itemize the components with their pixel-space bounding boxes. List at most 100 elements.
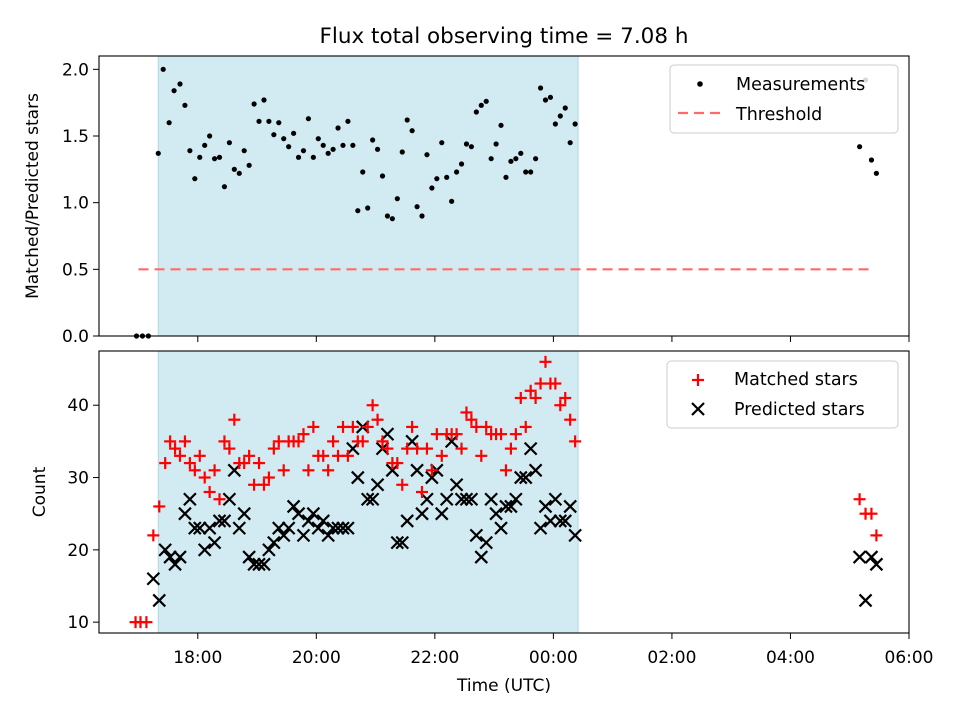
matched-star-point xyxy=(228,413,241,426)
measurement-point xyxy=(513,156,519,162)
predicted-star-point xyxy=(370,477,385,492)
bottom-x-tick-label: 22:00 xyxy=(410,648,459,668)
predicted-star-point xyxy=(336,521,350,535)
matched-star-point xyxy=(870,529,883,542)
matched-star-point xyxy=(203,486,216,498)
matched-star-point xyxy=(396,478,409,491)
predicted-star-point xyxy=(242,550,256,564)
measurement-point xyxy=(508,158,514,164)
top-y-tick-label: 2.0 xyxy=(62,60,89,80)
measurement-point xyxy=(171,88,177,94)
predicted-star-point xyxy=(869,557,884,572)
legend-predicted-label: Predicted stars xyxy=(734,400,865,420)
measurement-point xyxy=(340,142,346,148)
measurement-point xyxy=(868,157,875,163)
measurement-point xyxy=(192,176,198,182)
matched-star-point xyxy=(262,471,275,484)
bottom-y-tick-label: 40 xyxy=(67,396,89,416)
legend-matched-label: Matched stars xyxy=(734,370,858,390)
measurement-point xyxy=(458,161,465,167)
measurement-point xyxy=(216,154,223,160)
legend-predicted-marker xyxy=(691,402,705,416)
top-y-axis-label: Matched/Predicted stars xyxy=(23,93,43,299)
matched-star-point xyxy=(391,457,404,470)
measurement-point xyxy=(873,170,880,176)
matched-star-point xyxy=(193,449,206,462)
predicted-star-point xyxy=(415,506,429,521)
predicted-star-point xyxy=(494,521,508,535)
matched-star-point xyxy=(549,377,562,390)
measurement-point xyxy=(231,166,237,172)
predicted-star-point xyxy=(425,470,439,485)
predicted-star-point xyxy=(272,521,286,535)
predicted-star-point xyxy=(400,514,414,528)
matched-star-point xyxy=(465,413,478,426)
matched-star-point xyxy=(218,435,231,448)
matched-star-point xyxy=(865,507,878,520)
predicted-star-point xyxy=(523,441,538,456)
matched-star-point xyxy=(292,435,305,448)
matched-star-point xyxy=(253,457,266,470)
predicted-star-point xyxy=(518,470,533,485)
measurement-point xyxy=(335,125,341,131)
predicted-star-point xyxy=(360,492,375,507)
measurement-point xyxy=(533,156,539,162)
predicted-star-point xyxy=(484,492,498,507)
matched-star-point xyxy=(480,420,493,433)
predicted-star-point xyxy=(188,521,202,535)
bottom-x-ticks: 18:00 20:00 22:00 00:00 02:00 04:00 06:00 xyxy=(173,633,934,668)
matched-star-point xyxy=(183,457,196,470)
predicted-star-point xyxy=(331,521,345,535)
predicted-star-point xyxy=(469,528,484,543)
measurement-point xyxy=(251,101,257,107)
predicted-star-point xyxy=(197,543,212,557)
predicted-star-point xyxy=(365,492,380,507)
predicted-star-point xyxy=(247,557,261,572)
measurement-point xyxy=(345,118,351,124)
top-y-tick-label: 1.5 xyxy=(62,127,89,147)
measurement-point xyxy=(221,184,228,190)
top-y-tick-label: 0.5 xyxy=(62,260,89,280)
predicted-star-point xyxy=(852,550,867,564)
matched-star-point xyxy=(569,435,582,448)
measurement-point xyxy=(379,173,386,179)
predicted-star-point xyxy=(262,543,276,557)
predicted-star-point xyxy=(548,492,563,507)
predicted-star-point xyxy=(499,499,513,514)
measurement-point xyxy=(552,121,558,127)
predicted-star-point xyxy=(504,499,518,514)
measurement-point xyxy=(542,97,549,103)
measurement-point xyxy=(557,113,563,119)
measurement-point xyxy=(246,162,252,168)
measurement-point xyxy=(155,150,161,156)
matched-star-point xyxy=(307,420,320,433)
bottom-legend: Matched stars Predicted stars xyxy=(666,360,899,429)
top-x-ticks xyxy=(197,336,910,342)
measurement-point xyxy=(374,146,381,152)
measurement-point xyxy=(276,120,282,126)
measurement-point xyxy=(305,116,312,122)
matched-star-point xyxy=(238,457,251,470)
predicted-star-point xyxy=(163,550,177,564)
measurement-point xyxy=(473,109,479,115)
measurement-point xyxy=(271,132,277,138)
predicted-star-point xyxy=(395,535,410,550)
top-legend-box xyxy=(669,64,899,134)
predicted-star-point xyxy=(257,557,271,572)
matched-star-point xyxy=(346,420,359,433)
measurement-point xyxy=(236,170,242,176)
predicted-star-point xyxy=(449,477,464,492)
top-legend: Measurements Threshold xyxy=(669,64,899,134)
measurement-point xyxy=(226,140,232,146)
measurement-point xyxy=(211,156,218,162)
bottom-y-tick-label: 10 xyxy=(67,613,89,633)
legend-measurements-marker xyxy=(697,81,703,87)
predicted-star-point xyxy=(533,521,548,535)
matched-star-point xyxy=(297,428,310,441)
predicted-star-point xyxy=(276,528,291,543)
measurement-point xyxy=(493,141,499,147)
predicted-star-point xyxy=(207,535,222,550)
matched-star-point xyxy=(147,529,160,542)
measurement-point xyxy=(453,169,460,175)
measurement-point xyxy=(261,97,267,103)
